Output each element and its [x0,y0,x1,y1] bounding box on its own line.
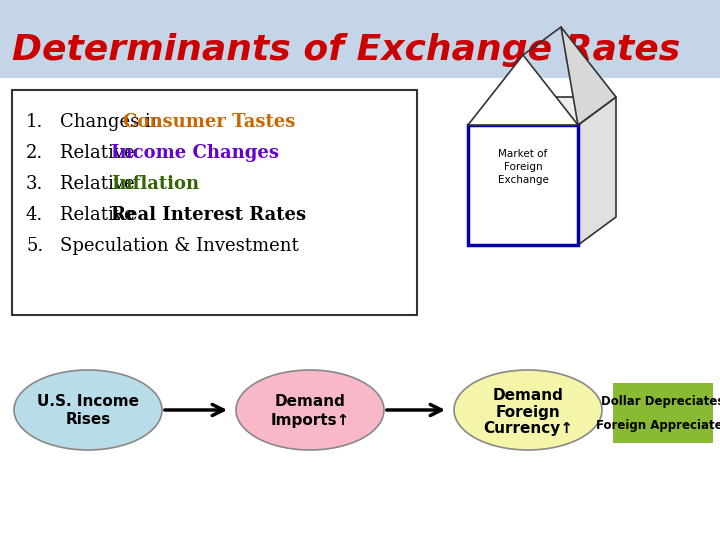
Text: Currency↑: Currency↑ [483,421,573,435]
Polygon shape [468,55,578,125]
Text: 3.: 3. [26,175,43,193]
Text: Changes in: Changes in [60,113,168,131]
Polygon shape [468,125,578,245]
FancyBboxPatch shape [12,90,417,315]
Text: Income Changes: Income Changes [112,144,279,162]
Ellipse shape [454,370,602,450]
Text: Rises: Rises [66,413,111,428]
Polygon shape [578,97,616,245]
Text: Determinants of Exchange Rates: Determinants of Exchange Rates [12,33,680,67]
Text: Imports↑: Imports↑ [270,413,350,428]
Text: 2.: 2. [26,144,43,162]
Text: 4.: 4. [26,206,43,224]
Text: Demand: Demand [492,388,564,403]
FancyBboxPatch shape [0,0,720,78]
Text: Demand: Demand [274,395,346,409]
Text: Real Interest Rates: Real Interest Rates [112,206,307,224]
Ellipse shape [236,370,384,450]
FancyBboxPatch shape [613,383,713,443]
Text: 1.: 1. [26,113,43,131]
Text: U.S. Income: U.S. Income [37,395,139,409]
Text: Market of
Foreign
Exchange: Market of Foreign Exchange [498,149,549,185]
Text: Relative: Relative [60,206,140,224]
Text: Inflation: Inflation [112,175,199,193]
Text: Foreign Appreciates: Foreign Appreciates [596,418,720,431]
Polygon shape [468,97,616,125]
Text: Consumer Tastes: Consumer Tastes [123,113,295,131]
Text: Foreign: Foreign [495,404,560,420]
Text: Relative: Relative [60,144,140,162]
Text: 5.: 5. [26,237,43,255]
Text: Dollar Depreciates: Dollar Depreciates [601,395,720,408]
Text: Relative: Relative [60,175,140,193]
Ellipse shape [14,370,162,450]
Text: Speculation & Investment: Speculation & Investment [60,237,299,255]
Polygon shape [561,27,616,125]
